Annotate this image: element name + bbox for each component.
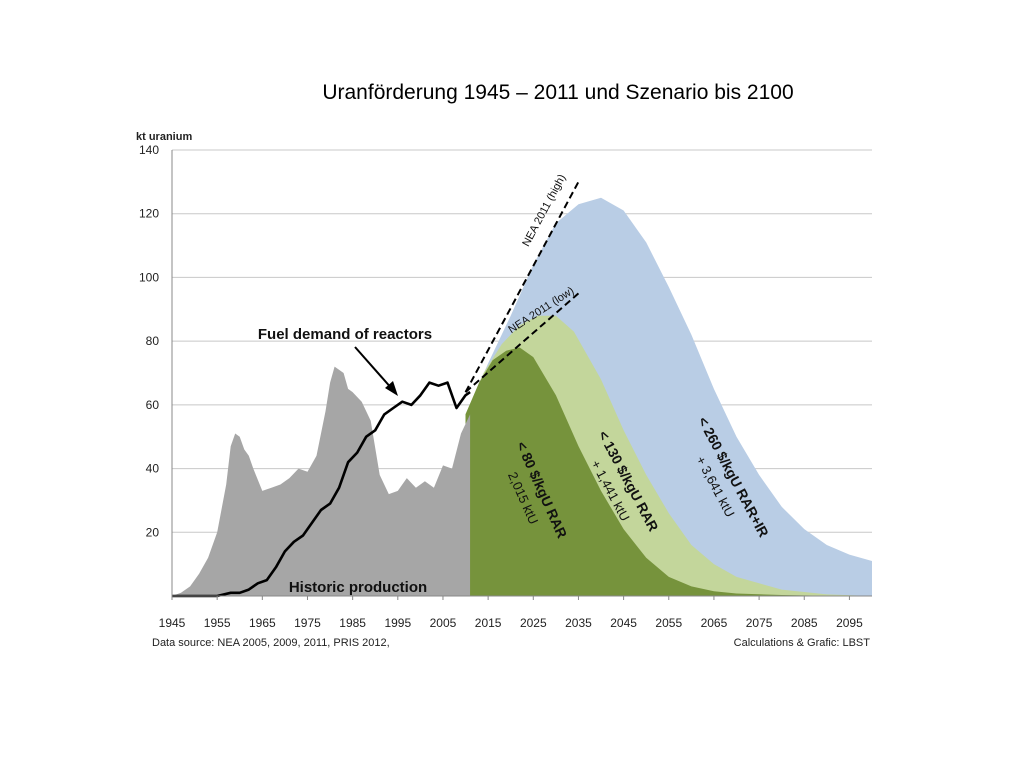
fuel-demand-arrow-line [354,346,394,391]
line-series [172,181,580,598]
fuel-demand-label: Fuel demand of reactors [258,326,432,343]
x-tick-label-1975: 1975 [294,616,321,630]
nea-low-line [464,292,580,393]
x-tick-label-1955: 1955 [204,616,231,630]
chart-title: Uranförderung 1945 – 2011 und Szenario b… [322,81,793,104]
historic-production-area [172,366,471,596]
credits-note: Calculations & Grafic: LBST [734,637,871,649]
y-tick-label-80: 80 [146,334,160,348]
x-tick-label-2015: 2015 [475,616,502,630]
x-tick-label-2085: 2085 [791,616,818,630]
x-tick-label-2055: 2055 [655,616,682,630]
y-tick-label-140: 140 [139,143,159,157]
x-tick-label-2005: 2005 [430,616,457,630]
x-tick-label-2035: 2035 [565,616,592,630]
x-tick-label-1985: 1985 [339,616,366,630]
axes: 20 40 60 80 100 120 140 1945 1955 1965 1975 1985 199… [139,143,872,630]
scenario-area-80 [465,347,872,596]
x-tick-label-2065: 2065 [701,616,728,630]
x-tick-label-2075: 2075 [746,616,773,630]
x-tick-label-2045: 2045 [610,616,637,630]
nea-high-line [464,181,580,393]
data-source-note: Data source: NEA 2005, 2009, 2011, PRIS … [152,637,390,649]
x-tick-label-1965: 1965 [249,616,276,630]
y-tick-label-120: 120 [139,207,159,221]
y-tick-label-20: 20 [146,525,160,539]
x-tick-label-2025: 2025 [520,616,547,630]
y-tick-label-40: 40 [146,462,160,476]
y-tick-label-100: 100 [139,270,159,284]
historic-production-label: Historic production [289,579,427,596]
x-tick-label-2095: 2095 [836,616,863,630]
y-tick-label-60: 60 [146,398,160,412]
x-tick-label-1995: 1995 [384,616,411,630]
area-series [172,197,872,597]
x-tick-label-1945: 1945 [159,616,186,630]
fuel-demand-line [172,381,471,598]
fuel-demand-arrow-head [385,381,398,396]
y-axis-label: kt uranium [136,131,192,143]
